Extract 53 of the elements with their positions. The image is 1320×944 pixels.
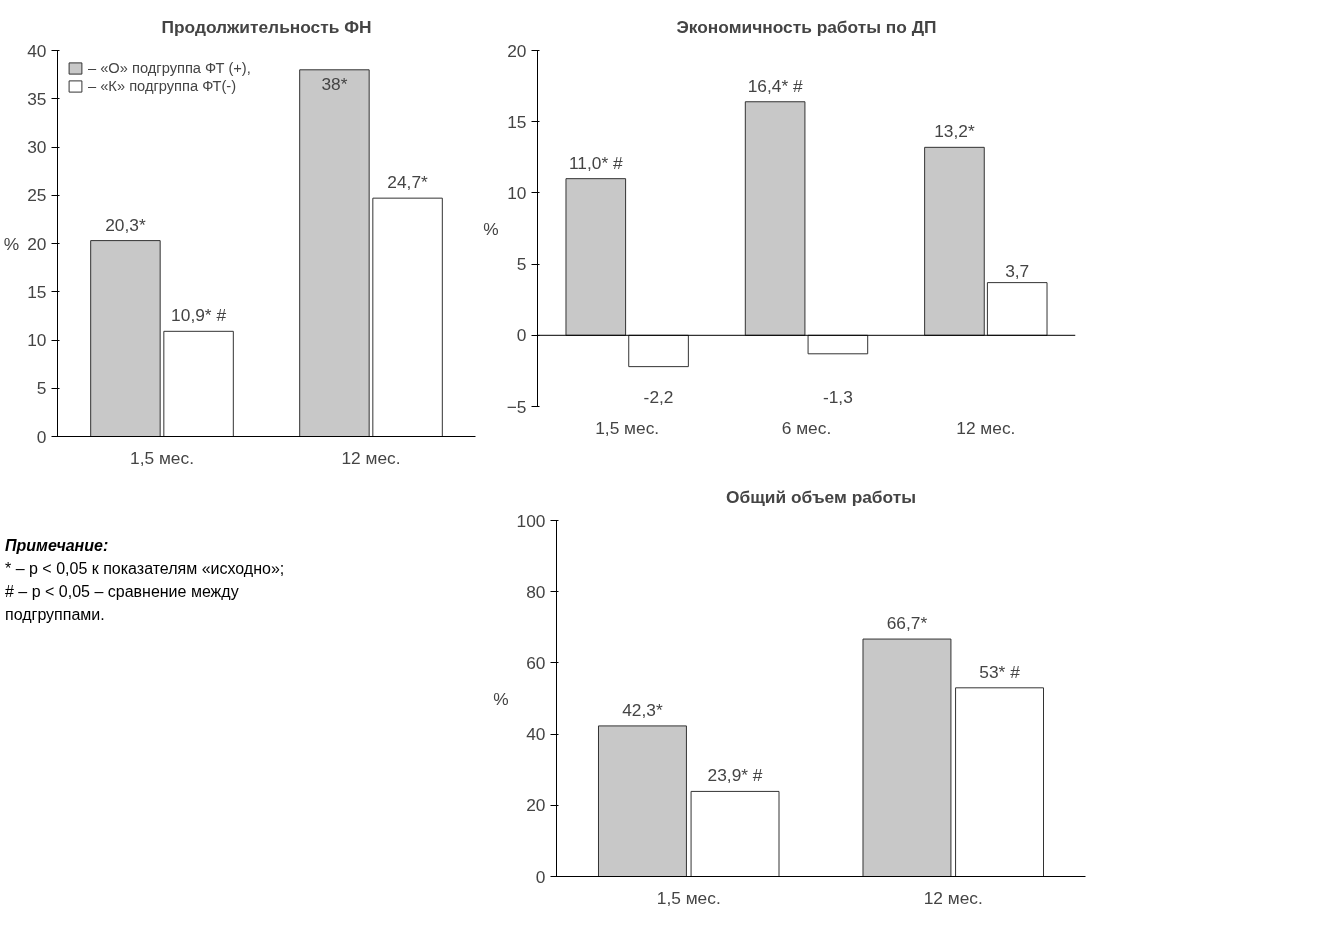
x-tick-label: 12 мес.: [956, 417, 1016, 438]
y-tick-label: 40: [27, 40, 47, 61]
chart-title: Экономичность работы по ДП: [676, 16, 937, 37]
data-label: 3,7: [1005, 260, 1030, 281]
x-tick-label: 1,5 мес.: [656, 887, 721, 908]
chart-title: Общий объем работы: [725, 486, 917, 507]
text: * – p < 0,05 к показателям «исходно»;: [5, 558, 286, 579]
y-tick-label: 40: [526, 724, 546, 745]
x-tick-label: 1,5 мес.: [130, 447, 194, 468]
y-tick-label: 100: [516, 510, 546, 531]
y-tick-label: 10: [507, 182, 527, 203]
y-tick-label: 0: [36, 426, 47, 447]
y-tick-label: 0: [516, 325, 527, 346]
legend-label: – «К» подгруппа ФТ(-): [88, 78, 237, 94]
y-axis-title: %: [3, 233, 20, 254]
data-label: 24,7*: [387, 172, 429, 193]
data-label: 20,3*: [105, 214, 146, 235]
data-label: 66,7*: [886, 613, 928, 634]
y-tick-label: 20: [526, 795, 546, 816]
y-tick-label: 25: [27, 185, 47, 206]
legend-label: – «О» подгруппа ФТ (+),: [88, 60, 251, 76]
y-tick-label: 15: [507, 111, 527, 132]
x-tick-label: 12 мес.: [923, 887, 983, 908]
y-tick-label: 0: [535, 866, 546, 887]
x-tick-label: 6 мес.: [781, 417, 832, 438]
y-tick-label: 15: [27, 281, 47, 302]
data-label: 10,9* #: [171, 305, 227, 326]
data-label: 11,0* #: [568, 152, 623, 173]
x-tick-label: 1,5 мес.: [595, 417, 660, 438]
data-label: -2,2: [643, 386, 674, 407]
data-label: 13,2*: [934, 121, 975, 142]
y-tick-label: 10: [27, 330, 47, 350]
y-tick-label: 20: [27, 233, 47, 254]
y-axis-title: %: [483, 218, 499, 239]
y-tick-label: −5: [506, 396, 527, 417]
y-tick-label: 80: [526, 581, 546, 602]
data-label: 16,4* #: [747, 75, 803, 96]
y-tick-label: 35: [27, 88, 47, 109]
data-label: 42,3*: [622, 699, 663, 720]
y-axis-title: %: [493, 688, 509, 709]
y-tick-label: 60: [526, 652, 546, 673]
data-label: 38*: [321, 73, 348, 94]
data-label: 23,9* #: [707, 765, 763, 786]
y-tick-label: 5: [516, 254, 527, 275]
y-tick-label: 5: [36, 378, 47, 399]
data-label: 53* #: [979, 661, 1021, 682]
data-label: -1,3: [822, 386, 853, 407]
y-tick-label: 30: [27, 137, 47, 157]
text: # – p < 0,05 – сравнение между подгруппами.: [5, 581, 240, 625]
text: Примечание:: [5, 536, 110, 556]
y-tick-label: 20: [507, 40, 527, 61]
chart-title: Продолжительность ФН: [161, 16, 372, 37]
x-tick-label: 12 мес.: [341, 447, 401, 468]
